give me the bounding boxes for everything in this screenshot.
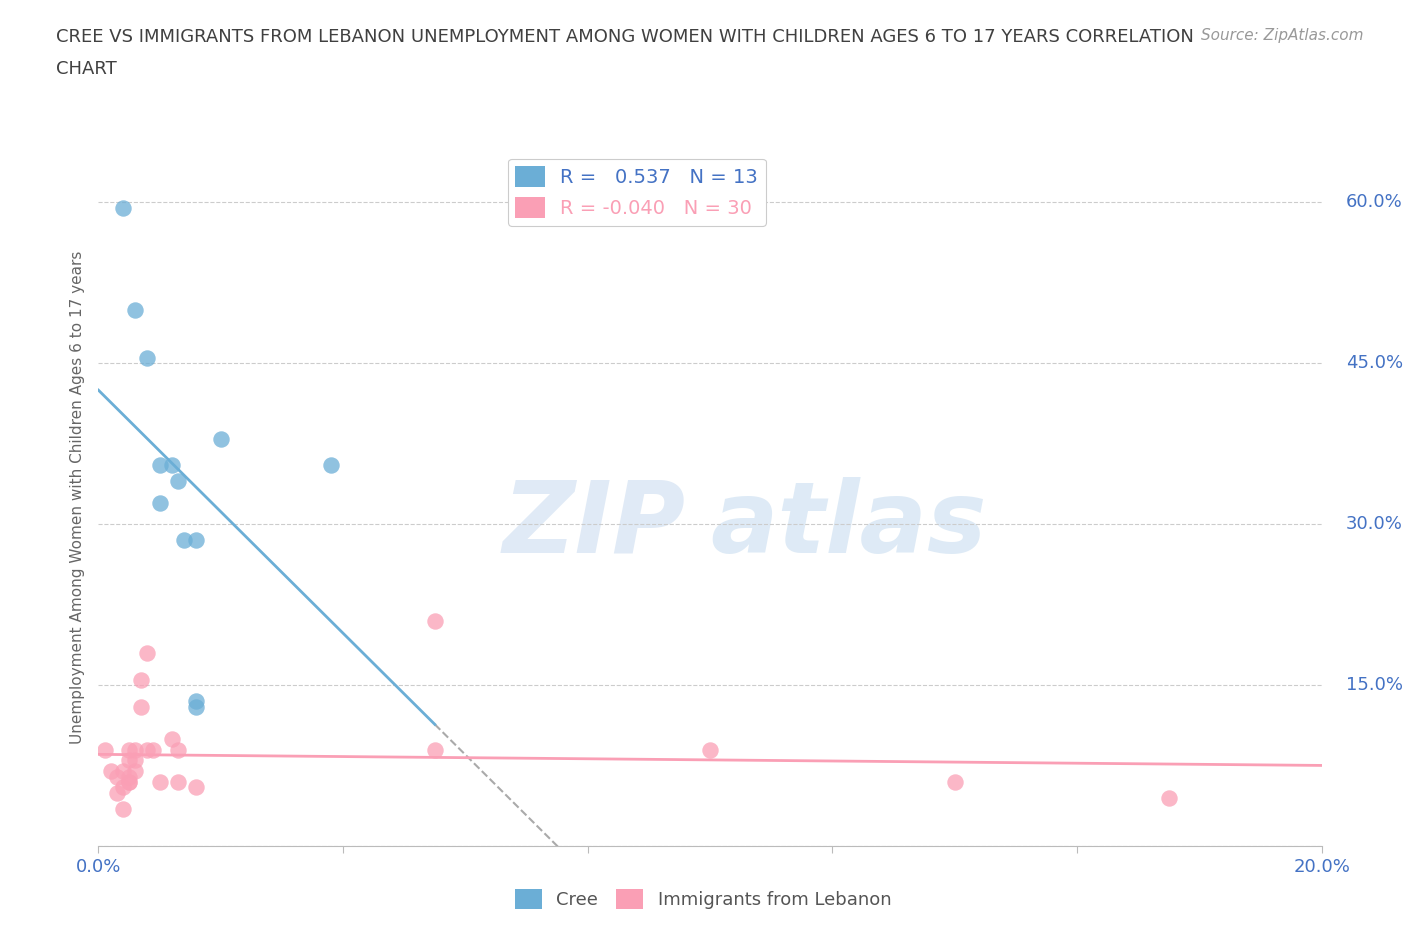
Point <box>100 764 122 778</box>
Point <box>149 775 172 790</box>
Text: 15.0%: 15.0% <box>1346 676 1403 695</box>
Point <box>943 775 966 790</box>
Point <box>136 351 159 365</box>
Point <box>142 742 165 757</box>
Point <box>124 764 146 778</box>
Point <box>111 802 134 817</box>
Text: 60.0%: 60.0% <box>1346 193 1403 211</box>
Point <box>118 769 141 784</box>
Point <box>129 672 152 687</box>
Point <box>186 533 208 548</box>
Point <box>111 200 134 215</box>
Point <box>149 458 172 472</box>
Point <box>423 614 446 629</box>
Point <box>105 785 128 800</box>
Point <box>1157 790 1180 805</box>
Point <box>173 533 195 548</box>
Point <box>136 645 159 660</box>
Point <box>186 699 208 714</box>
Point <box>186 780 208 795</box>
Text: 30.0%: 30.0% <box>1346 515 1403 534</box>
Point <box>186 694 208 709</box>
Point <box>118 775 141 790</box>
Point <box>118 753 141 768</box>
Point <box>167 775 190 790</box>
Point <box>111 764 134 778</box>
Point <box>699 742 721 757</box>
Text: CHART: CHART <box>56 60 117 78</box>
Point <box>118 742 141 757</box>
Legend: R =   0.537   N = 13, R = -0.040   N = 30: R = 0.537 N = 13, R = -0.040 N = 30 <box>508 158 766 226</box>
Point <box>423 742 446 757</box>
Point <box>209 432 232 446</box>
Text: Source: ZipAtlas.com: Source: ZipAtlas.com <box>1201 28 1364 43</box>
Text: 45.0%: 45.0% <box>1346 354 1403 372</box>
Point <box>129 699 152 714</box>
Text: ZIP: ZIP <box>502 477 686 574</box>
Legend: Cree, Immigrants from Lebanon: Cree, Immigrants from Lebanon <box>508 882 898 916</box>
Point <box>93 742 115 757</box>
Y-axis label: Unemployment Among Women with Children Ages 6 to 17 years: Unemployment Among Women with Children A… <box>70 251 86 744</box>
Point <box>105 769 128 784</box>
Text: atlas: atlas <box>710 477 987 574</box>
Point <box>124 753 146 768</box>
Point <box>111 780 134 795</box>
Point <box>167 474 190 489</box>
Point <box>149 496 172 511</box>
Point <box>167 742 190 757</box>
Point <box>136 742 159 757</box>
Point <box>118 775 141 790</box>
Point <box>124 742 146 757</box>
Text: CREE VS IMMIGRANTS FROM LEBANON UNEMPLOYMENT AMONG WOMEN WITH CHILDREN AGES 6 TO: CREE VS IMMIGRANTS FROM LEBANON UNEMPLOY… <box>56 28 1194 46</box>
Point <box>160 732 183 747</box>
Point <box>124 302 146 317</box>
Point <box>319 458 342 472</box>
Point <box>160 458 183 472</box>
